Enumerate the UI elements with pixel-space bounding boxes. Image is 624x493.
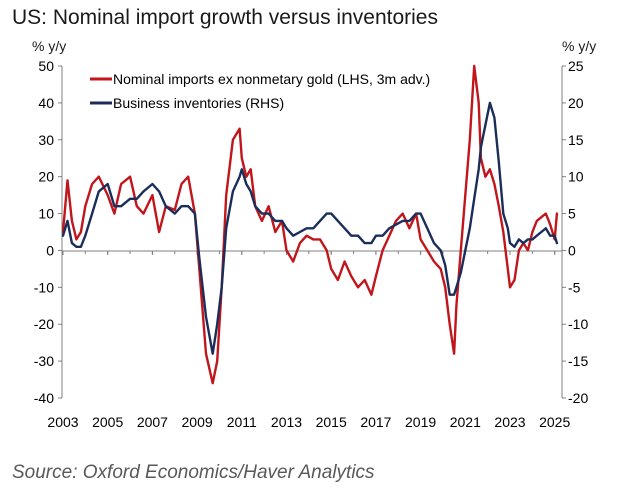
right-tick-label: -5 bbox=[568, 279, 581, 295]
source-note: Source: Oxford Economics/Haver Analytics bbox=[12, 462, 375, 483]
right-axis-unit: % y/y bbox=[562, 38, 597, 54]
chart-title: US: Nominal import growth versus invento… bbox=[12, 6, 438, 29]
right-tick-label: 10 bbox=[568, 169, 584, 185]
left-axis-unit: % y/y bbox=[32, 38, 67, 54]
x-tick-label: 2013 bbox=[271, 414, 302, 430]
right-tick-label: 5 bbox=[568, 206, 576, 222]
left-tick-label: 50 bbox=[38, 58, 54, 74]
right-tick-label: -15 bbox=[568, 353, 588, 369]
legend-label: Business inventories (RHS) bbox=[113, 95, 284, 111]
x-tick-label: 2019 bbox=[405, 414, 436, 430]
x-tick-label: 2025 bbox=[539, 414, 570, 430]
left-tick-label: 0 bbox=[46, 242, 54, 258]
right-tick-label: 20 bbox=[568, 95, 584, 111]
x-tick-label: 2007 bbox=[137, 414, 168, 430]
left-tick-label: -40 bbox=[34, 390, 54, 406]
left-tick-label: -10 bbox=[34, 279, 54, 295]
x-tick-label: 2005 bbox=[92, 414, 123, 430]
x-tick-label: 2023 bbox=[494, 414, 525, 430]
x-tick-label: 2015 bbox=[316, 414, 347, 430]
right-tick-label: -20 bbox=[568, 390, 588, 406]
right-tick-label: -10 bbox=[568, 316, 588, 332]
left-tick-label: -20 bbox=[34, 316, 54, 332]
right-tick-label: 15 bbox=[568, 132, 584, 148]
left-tick-label: 20 bbox=[38, 169, 54, 185]
left-tick-label: 10 bbox=[38, 206, 54, 222]
x-tick-label: 2021 bbox=[450, 414, 481, 430]
x-tick-label: 2003 bbox=[47, 414, 78, 430]
right-tick-label: 25 bbox=[568, 58, 584, 74]
series-line-nominal-imports bbox=[61, 64, 559, 385]
left-tick-label: 30 bbox=[38, 132, 54, 148]
left-tick-label: -30 bbox=[34, 353, 54, 369]
x-tick-label: 2009 bbox=[182, 414, 213, 430]
x-tick-label: 2017 bbox=[360, 414, 391, 430]
right-tick-label: 0 bbox=[568, 242, 576, 258]
legend-label: Nominal imports ex nonmetary gold (LHS, … bbox=[113, 71, 430, 87]
series-line-business-inventories bbox=[61, 101, 559, 355]
left-tick-label: 40 bbox=[38, 95, 54, 111]
x-tick-label: 2011 bbox=[227, 414, 257, 430]
